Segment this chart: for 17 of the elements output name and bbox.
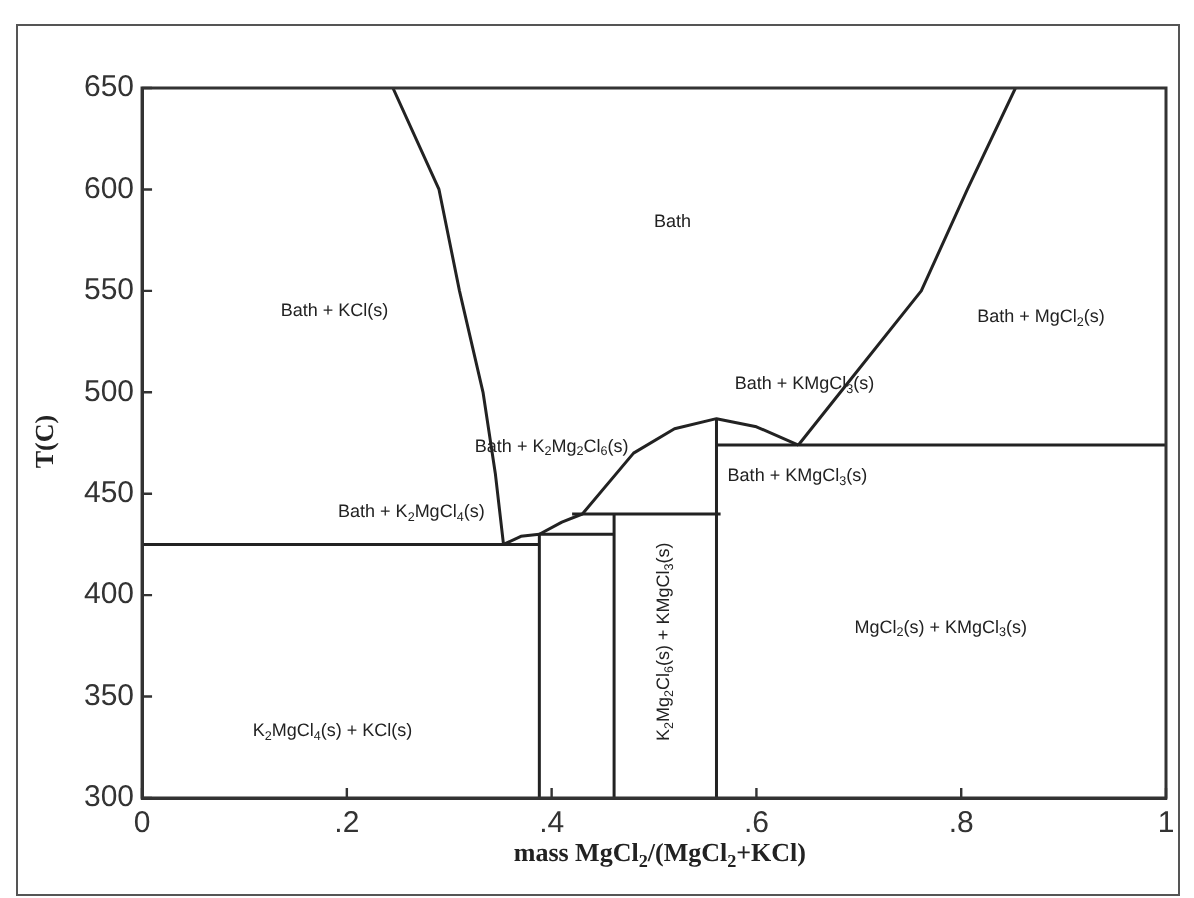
y-tick-label: 550 — [83, 273, 135, 308]
y-tick-label: 600 — [83, 171, 135, 206]
y-tick-label: 350 — [83, 678, 135, 713]
y-tick-label: 300 — [83, 780, 135, 815]
x-tick-label: 1 — [1157, 806, 1175, 841]
y-axis-title: T(C) — [28, 414, 59, 469]
annotation: Bath + KCl(s) — [280, 299, 389, 320]
x-tick-label: .6 — [743, 806, 769, 841]
y-tick-label: 450 — [83, 476, 135, 510]
y-tick-label: 400 — [83, 577, 135, 612]
x-tick-label: .2 — [334, 806, 360, 841]
x-tick-label: .8 — [948, 806, 974, 841]
annotation: Bath — [653, 211, 691, 232]
x-tick-label: 0 — [133, 806, 151, 841]
x-tick-label: .4 — [539, 806, 565, 841]
y-tick-label: 650 — [83, 70, 135, 105]
y-tick-label: 500 — [83, 374, 135, 409]
